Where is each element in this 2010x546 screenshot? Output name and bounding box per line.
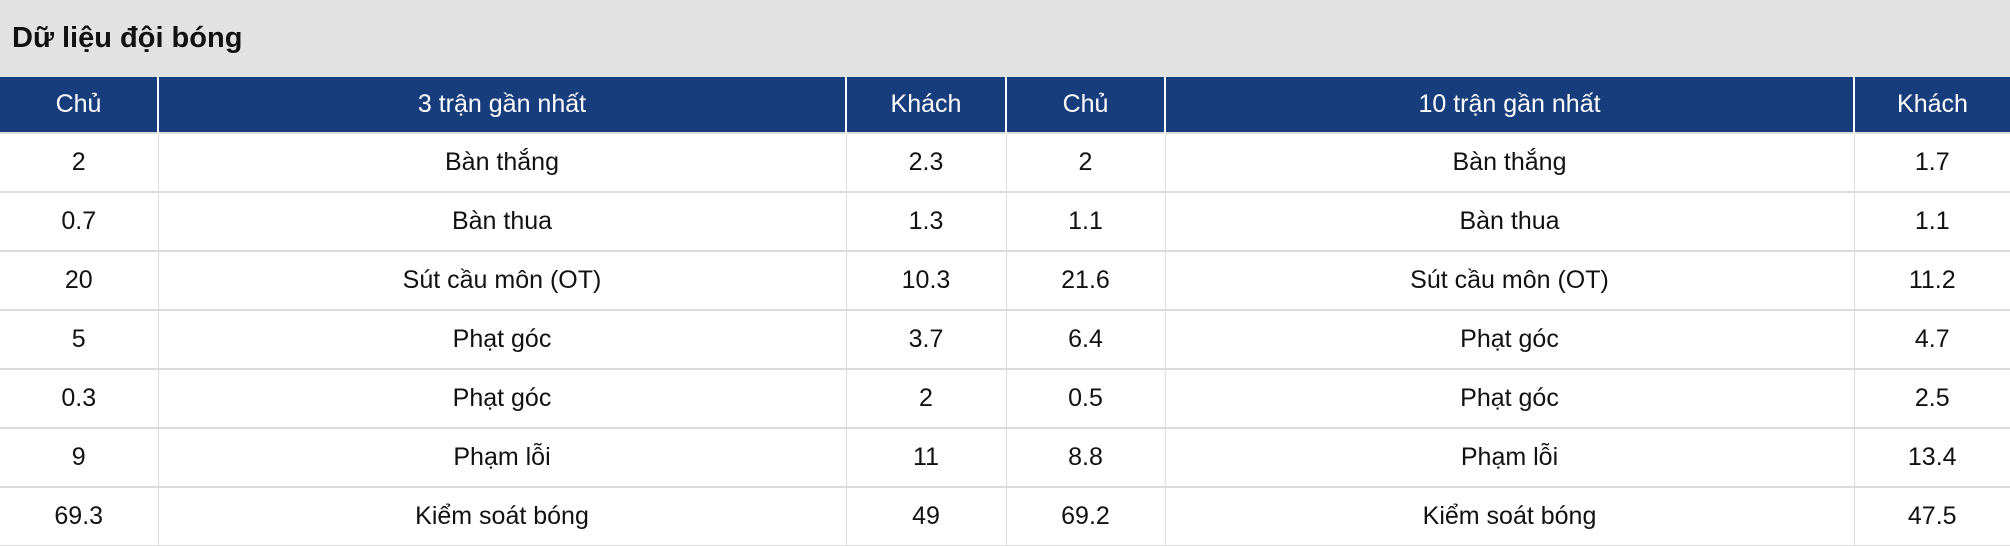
cell-home: 20: [0, 250, 159, 311]
table-row: 5 Phạt góc 3.7 6.4 Phạt góc 4.7: [0, 309, 2010, 370]
cell-away: 1.7: [1853, 132, 2010, 193]
cell-home: 21.6: [1005, 250, 1166, 311]
cell-away: 1.1: [1853, 191, 2010, 252]
cell-home: 0.5: [1005, 368, 1166, 429]
column-header-away: Khách: [845, 77, 1006, 133]
cell-away: 2.3: [845, 132, 1007, 193]
cell-away: 11: [845, 427, 1007, 488]
cell-away: 2: [845, 368, 1007, 429]
table-row: 20 Sút cầu môn (OT) 10.3 21.6 Sút cầu môn (O…: [0, 250, 2010, 311]
cell-home: 6.4: [1005, 309, 1166, 370]
table-row: 69.3 Kiểm soát bóng 49 69.2 Kiểm soát bóng 47…: [0, 486, 2010, 546]
cell-away: 2.5: [1853, 368, 2010, 429]
cell-stat: Bàn thắng: [1164, 132, 1855, 193]
column-header-stat: 3 trận gần nhất: [157, 77, 846, 133]
cell-away: 10.3: [845, 250, 1007, 311]
cell-away: 11.2: [1853, 250, 2010, 311]
cell-stat: Phạm lỗi: [157, 427, 847, 488]
cell-home: 69.2: [1005, 486, 1166, 546]
cell-home: 0.3: [0, 368, 159, 429]
cell-home: 8.8: [1005, 427, 1166, 488]
cell-home: 5: [0, 309, 159, 370]
cell-stat: Bàn thua: [1164, 191, 1855, 252]
cell-away: 3.7: [845, 309, 1007, 370]
section-title: Dữ liệu đội bóng: [12, 22, 243, 54]
team-stats-table: Chủ 3 trận gần nhất Khách Chủ 10 trận gần nh…: [0, 77, 2010, 546]
cell-home: 2: [1005, 132, 1166, 193]
cell-home: 69.3: [0, 486, 159, 546]
column-header-stat: 10 trận gần nhất: [1164, 77, 1854, 133]
cell-stat: Phạt góc: [1164, 309, 1855, 370]
table-row: 0.3 Phạt góc 2 0.5 Phạt góc 2.5: [0, 368, 2010, 429]
cell-stat: Kiểm soát bóng: [1164, 486, 1855, 546]
column-header-away: Khách: [1853, 77, 2010, 133]
cell-away: 49: [845, 486, 1007, 546]
column-header-home: Chủ: [0, 77, 158, 133]
table-row: 2 Bàn thắng 2.3 2 Bàn thắng 1.7: [0, 132, 2010, 193]
cell-stat: Phạt góc: [157, 309, 847, 370]
table-row: 0.7 Bàn thua 1.3 1.1 Bàn thua 1.1: [0, 191, 2010, 252]
table-header-row: Chủ 3 trận gần nhất Khách Chủ 10 trận gần nh…: [0, 77, 2010, 133]
table-row: 9 Phạm lỗi 11 8.8 Phạm lỗi 13.4: [0, 427, 2010, 488]
cell-stat: Sút cầu môn (OT): [1164, 250, 1855, 311]
cell-away: 4.7: [1853, 309, 2010, 370]
cell-away: 47.5: [1853, 486, 2010, 546]
cell-home: 9: [0, 427, 159, 488]
column-header-home: Chủ: [1005, 77, 1165, 133]
cell-stat: Kiểm soát bóng: [157, 486, 847, 546]
cell-stat: Phạt góc: [157, 368, 847, 429]
cell-home: 0.7: [0, 191, 159, 252]
cell-away: 13.4: [1853, 427, 2010, 488]
cell-home: 1.1: [1005, 191, 1166, 252]
cell-stat: Phạt góc: [1164, 368, 1855, 429]
cell-home: 2: [0, 132, 159, 193]
cell-stat: Sút cầu môn (OT): [157, 250, 847, 311]
section-header: Dữ liệu đội bóng: [0, 0, 2010, 77]
cell-away: 1.3: [845, 191, 1007, 252]
cell-stat: Phạm lỗi: [1164, 427, 1855, 488]
cell-stat: Bàn thua: [157, 191, 847, 252]
cell-stat: Bàn thắng: [157, 132, 847, 193]
